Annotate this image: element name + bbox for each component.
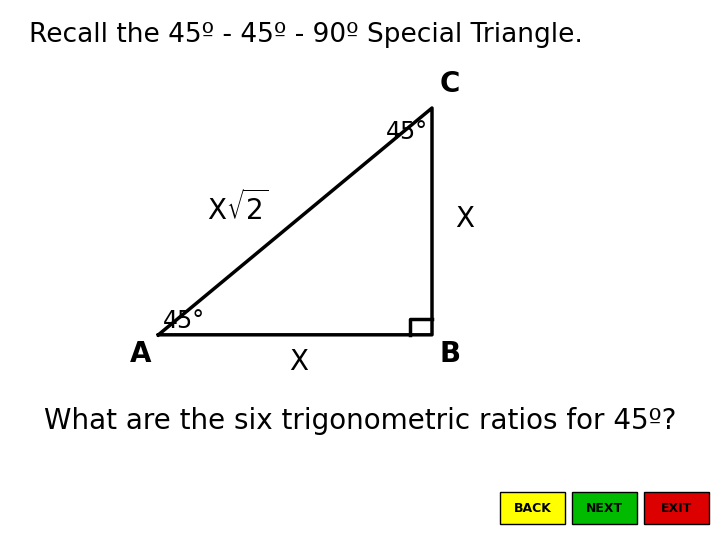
Text: X: X <box>289 348 308 376</box>
Bar <box>572 492 637 524</box>
Text: 45°: 45° <box>163 309 204 333</box>
Bar <box>644 492 709 524</box>
Text: X$\sqrt{2}$: X$\sqrt{2}$ <box>207 190 269 226</box>
Bar <box>500 492 565 524</box>
Text: NEXT: NEXT <box>586 502 624 515</box>
Text: A: A <box>130 340 151 368</box>
Text: EXIT: EXIT <box>661 502 693 515</box>
Text: BACK: BACK <box>514 502 552 515</box>
Text: C: C <box>440 70 460 98</box>
Text: 45°: 45° <box>386 120 428 144</box>
Text: What are the six trigonometric ratios for 45º?: What are the six trigonometric ratios fo… <box>44 407 676 435</box>
Text: X: X <box>455 205 474 233</box>
Text: B: B <box>439 340 461 368</box>
Text: Recall the 45º - 45º - 90º Special Triangle.: Recall the 45º - 45º - 90º Special Trian… <box>29 22 582 48</box>
